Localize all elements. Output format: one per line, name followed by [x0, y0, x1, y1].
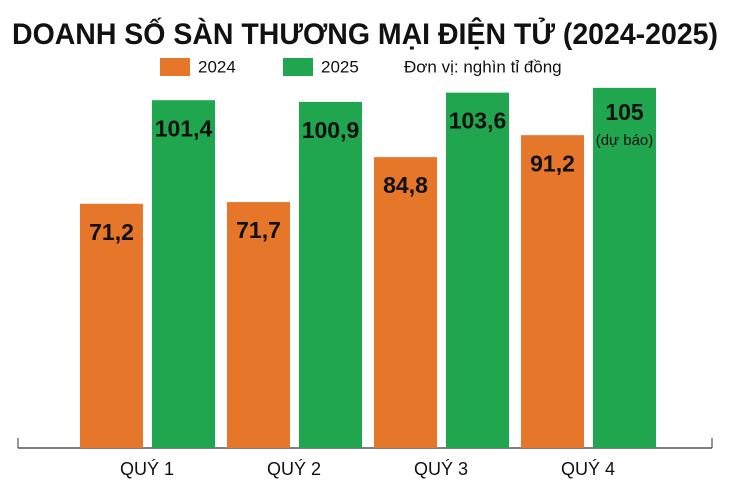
bar	[80, 203, 143, 448]
x-tick-label: QUÝ 3	[414, 459, 468, 479]
bar	[374, 157, 437, 449]
value-label: 103,6	[449, 108, 507, 134]
bar	[299, 101, 362, 449]
value-label: 84,8	[383, 172, 428, 198]
bar	[593, 87, 656, 448]
bar	[152, 100, 215, 448]
bar	[521, 135, 584, 448]
legend-label: 2024	[198, 57, 236, 76]
x-tick-label: QUÝ 2	[267, 459, 321, 479]
value-label: 71,7	[236, 217, 281, 243]
value-label: 105	[605, 99, 644, 125]
chart-title: DOANH SỐ SÀN THƯƠNG MẠI ĐIỆN TỬ (2024-20…	[12, 17, 718, 51]
x-tick-label: QUÝ 1	[120, 459, 174, 479]
bar	[446, 92, 509, 448]
value-label: 71,2	[89, 219, 134, 245]
legend-label: 2025	[321, 57, 359, 76]
value-label: 100,9	[302, 117, 360, 143]
unit-label: Đơn vị: nghìn tỉ đồng	[404, 57, 562, 76]
value-label: 101,4	[155, 115, 213, 141]
value-label: 91,2	[530, 150, 575, 176]
x-tick-label: QUÝ 4	[561, 459, 615, 479]
annotation: (dự báo)	[596, 132, 654, 149]
legend-swatch	[283, 58, 313, 76]
legend-swatch	[160, 58, 190, 76]
bar	[227, 202, 290, 448]
